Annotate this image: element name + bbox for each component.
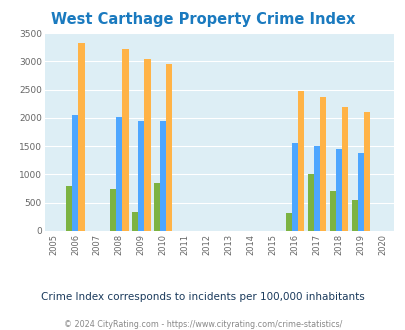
Bar xyxy=(285,214,291,231)
Bar xyxy=(341,107,347,231)
Bar xyxy=(351,200,357,231)
Bar xyxy=(291,143,297,231)
Text: West Carthage Property Crime Index: West Carthage Property Crime Index xyxy=(51,12,354,26)
Bar xyxy=(363,112,369,231)
Bar xyxy=(166,64,172,231)
Bar xyxy=(319,97,325,231)
Text: © 2024 CityRating.com - https://www.cityrating.com/crime-statistics/: © 2024 CityRating.com - https://www.city… xyxy=(64,320,341,329)
Bar xyxy=(138,121,144,231)
Bar xyxy=(297,91,303,231)
Text: Crime Index corresponds to incidents per 100,000 inhabitants: Crime Index corresponds to incidents per… xyxy=(41,292,364,302)
Bar xyxy=(78,43,84,231)
Bar xyxy=(72,115,78,231)
Bar xyxy=(153,183,160,231)
Bar xyxy=(132,212,138,231)
Bar xyxy=(329,191,335,231)
Bar xyxy=(335,149,341,231)
Bar xyxy=(160,121,166,231)
Bar xyxy=(357,153,363,231)
Bar xyxy=(110,188,116,231)
Bar xyxy=(144,59,150,231)
Bar xyxy=(307,175,313,231)
Bar xyxy=(122,50,128,231)
Bar xyxy=(66,186,72,231)
Bar xyxy=(116,117,122,231)
Bar xyxy=(313,146,319,231)
